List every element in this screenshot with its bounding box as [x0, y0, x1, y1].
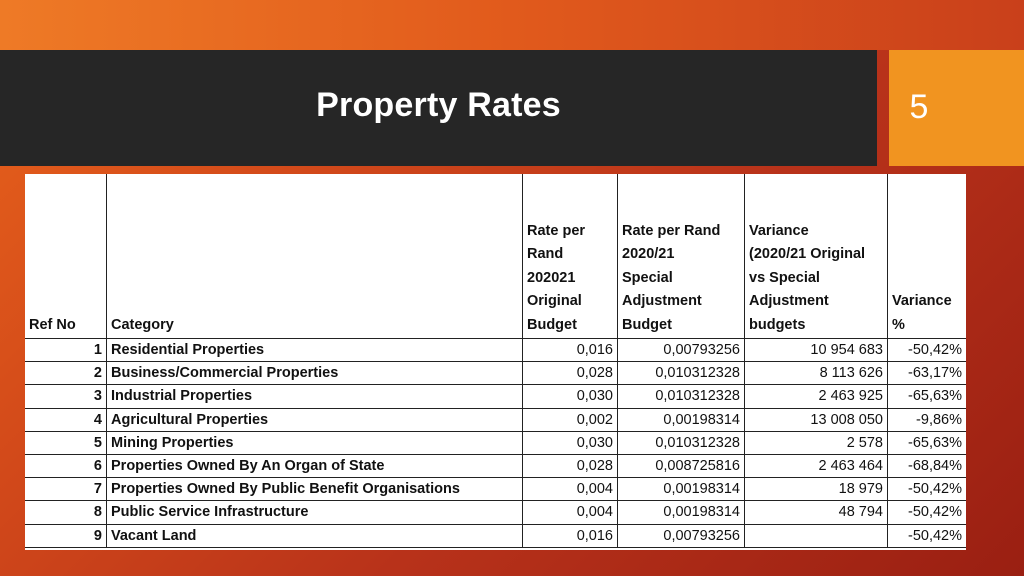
cell-rate-original: 0,016	[522, 524, 618, 548]
header-line: vs Special	[749, 269, 820, 286]
cell-rate-original: 0,016	[522, 338, 618, 363]
header-line: Special	[622, 269, 673, 286]
header-line: Ref No	[29, 316, 76, 333]
title-bar	[0, 50, 877, 166]
cell-category: Mining Properties	[106, 431, 523, 455]
header-variance-pct: Variance%	[887, 174, 966, 339]
cell-variance: 8 113 626	[744, 361, 888, 386]
table-body: 1 Residential Properties 0,016 0,00793256 10…	[25, 338, 966, 548]
table-row: 5 Mining Properties 0,030 0,010312328 2 578-…	[25, 431, 966, 455]
cell-variance-pct: -65,63%	[887, 431, 966, 455]
cell-ref-no: 7	[25, 477, 107, 502]
cell-ref-no: 1	[25, 338, 107, 363]
cell-rate-original: 0,028	[522, 361, 618, 386]
cell-category: Public Service Infrastructure	[106, 500, 523, 525]
cell-category: Residential Properties	[106, 338, 523, 363]
cell-variance	[744, 524, 888, 548]
cell-variance: 2 463 464	[744, 454, 888, 479]
cell-variance: 10 954 683	[744, 338, 888, 363]
cell-rate-special: 0,00198314	[617, 500, 745, 525]
cell-variance: 18 979	[744, 477, 888, 502]
cell-variance: 2 578	[744, 431, 888, 455]
cell-category: Industrial Properties	[106, 384, 523, 409]
header-line: Budget	[527, 316, 577, 333]
table-row: 3 Industrial Properties 0,030 0,010312328 2 …	[25, 384, 966, 409]
cell-variance-pct: -50,42%	[887, 477, 966, 502]
table-row: 8 Public Service Infrastructure 0,004 0,001…	[25, 500, 966, 525]
slide-title: Property Rates	[316, 86, 561, 124]
cell-category: Business/Commercial Properties	[106, 361, 523, 386]
header-line: Budget	[622, 316, 672, 333]
header-line: 202021	[527, 269, 576, 286]
cell-category: Properties Owned By Public Benefit Organ…	[106, 477, 523, 502]
cell-rate-special: 0,008725816	[617, 454, 745, 479]
cell-rate-original: 0,028	[522, 454, 618, 479]
header-line: budgets	[749, 316, 806, 333]
header-row: Ref No Category Rate per Rand 202021 Origin…	[25, 174, 966, 339]
cell-variance-pct: -50,42%	[887, 524, 966, 548]
cell-category: Properties Owned By An Organ of State	[106, 454, 523, 479]
cell-rate-original: 0,004	[522, 500, 618, 525]
header-line: Category	[111, 316, 174, 333]
page-number: 5	[909, 88, 929, 126]
cell-variance-pct: -65,63%	[887, 384, 966, 409]
header-rate-special: Rate per Rand 2020/21 Special Adjustment Bud…	[617, 174, 745, 339]
cell-rate-special: 0,00793256	[617, 338, 745, 363]
header-line: Adjustment	[622, 293, 702, 309]
header-rate-original: Rate per Rand 202021 Original Budget	[522, 174, 618, 339]
header-line: Variance	[749, 222, 809, 239]
cell-rate-special: 0,010312328	[617, 384, 745, 409]
table-row: 1 Residential Properties 0,016 0,00793256 10…	[25, 338, 966, 363]
header-line: %	[892, 316, 905, 333]
cell-rate-special: 0,00793256	[617, 524, 745, 548]
cell-ref-no: 8	[25, 500, 107, 525]
table-row: 9 Vacant Land 0,016 0,00793256 -50,42%	[25, 524, 966, 548]
header-line: 2020/21	[622, 246, 675, 262]
table-row: 7 Properties Owned By Public Benefit Orga…	[25, 477, 966, 502]
cell-rate-original: 0,004	[522, 477, 618, 502]
table-row: 4 Agricultural Properties 0,002 0,00198314 1…	[25, 408, 966, 432]
cell-variance-pct: -63,17%	[887, 361, 966, 386]
header-line: Rate per	[527, 222, 586, 239]
property-rates-table: Ref No Category Rate per Rand 202021 Origin…	[25, 174, 966, 548]
table-row: 2 Business/Commercial Properties 0,028 0,01…	[25, 361, 966, 386]
cell-ref-no: 6	[25, 454, 107, 479]
cell-ref-no: 3	[25, 384, 107, 409]
cell-ref-no: 9	[25, 524, 107, 548]
cell-rate-special: 0,010312328	[617, 431, 745, 455]
header-line: Original	[527, 293, 582, 309]
header-line: Rate per Rand	[622, 222, 721, 239]
cell-variance-pct: -9,86%	[887, 408, 966, 432]
cell-rate-original: 0,030	[522, 384, 618, 409]
header-ref-no: Ref No	[25, 174, 107, 339]
header-line: Adjustment	[749, 293, 829, 309]
cell-category: Vacant Land	[106, 524, 523, 548]
header-line: Variance	[892, 293, 952, 309]
cell-rate-special: 0,00198314	[617, 408, 745, 432]
cell-category: Agricultural Properties	[106, 408, 523, 432]
header-variance: Variance (2020/21 Original vs Special Adjus…	[744, 174, 888, 339]
cell-ref-no: 5	[25, 431, 107, 455]
header-category: Category	[106, 174, 523, 339]
cell-variance-pct: -68,84%	[887, 454, 966, 479]
header-line: (2020/21 Original	[749, 246, 866, 262]
cell-rate-original: 0,002	[522, 408, 618, 432]
cell-variance-pct: -50,42%	[887, 500, 966, 525]
cell-variance: 2 463 925	[744, 384, 888, 409]
cell-ref-no: 4	[25, 408, 107, 432]
cell-rate-special: 0,010312328	[617, 361, 745, 386]
cell-variance-pct: -50,42%	[887, 338, 966, 363]
header-line: Rand	[527, 246, 564, 262]
property-rates-table-panel: Ref No Category Rate per Rand 202021 Origin…	[25, 174, 966, 550]
cell-rate-original: 0,030	[522, 431, 618, 455]
top-accent-strip	[0, 0, 1024, 50]
page-number-box	[889, 50, 1024, 166]
table-row: 6 Properties Owned By An Organ of State 0,…	[25, 454, 966, 479]
cell-variance: 48 794	[744, 500, 888, 525]
cell-ref-no: 2	[25, 361, 107, 386]
cell-rate-special: 0,00198314	[617, 477, 745, 502]
cell-variance: 13 008 050	[744, 408, 888, 432]
